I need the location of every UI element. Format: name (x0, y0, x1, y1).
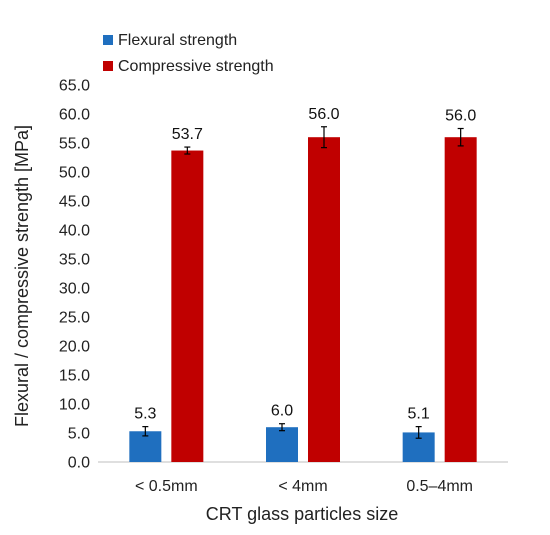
y-axis-title: Flexural / compressive strength [MPa] (12, 125, 32, 427)
y-tick-label: 40.0 (59, 223, 90, 240)
x-tick-label: < 0.5mm (135, 478, 198, 495)
data-label: 56.0 (308, 106, 339, 123)
x-tick-label: < 4mm (278, 478, 327, 495)
bar (308, 137, 340, 462)
y-tick-label: 60.0 (59, 107, 90, 124)
data-label: 6.0 (271, 403, 293, 420)
y-tick-label: 10.0 (59, 397, 90, 414)
y-tick-label: 45.0 (59, 194, 90, 211)
legend-swatch (103, 61, 113, 71)
data-label: 5.1 (408, 406, 430, 423)
legend-label: Flexural strength (118, 32, 237, 49)
y-tick-label: 30.0 (59, 281, 90, 298)
data-label: 53.7 (172, 126, 203, 143)
legend: Flexural strength Compressive strength (103, 32, 274, 75)
y-axis: 0.0 5.0 10.0 15.0 20.0 25.0 30.0 35.0 40.0 45.0 50… (59, 78, 90, 472)
y-tick-label: 20.0 (59, 339, 90, 356)
legend-swatch (103, 35, 113, 45)
y-tick-label: 35.0 (59, 252, 90, 269)
bars (129, 126, 477, 463)
y-tick-label: 5.0 (68, 426, 90, 443)
x-axis-title: CRT glass particles size (206, 504, 398, 524)
bar (171, 150, 204, 463)
y-tick-label: 50.0 (59, 165, 90, 182)
y-tick-label: 65.0 (59, 78, 90, 95)
x-tick-label: 0.5–4mm (406, 478, 473, 495)
y-tick-label: 25.0 (59, 310, 90, 327)
data-label: 5.3 (134, 406, 156, 423)
data-label: 56.0 (445, 108, 476, 125)
y-tick-label: 55.0 (59, 136, 90, 153)
legend-label: Compressive strength (118, 58, 274, 75)
bar (444, 137, 477, 462)
x-axis: < 0.5mm < 4mm 0.5–4mm (98, 461, 508, 495)
data-labels: 5.3 53.7 6.0 56.0 5.1 56.0 (134, 106, 476, 423)
bar (266, 427, 298, 462)
y-tick-label: 15.0 (59, 368, 90, 385)
y-tick-label: 0.0 (68, 455, 90, 472)
